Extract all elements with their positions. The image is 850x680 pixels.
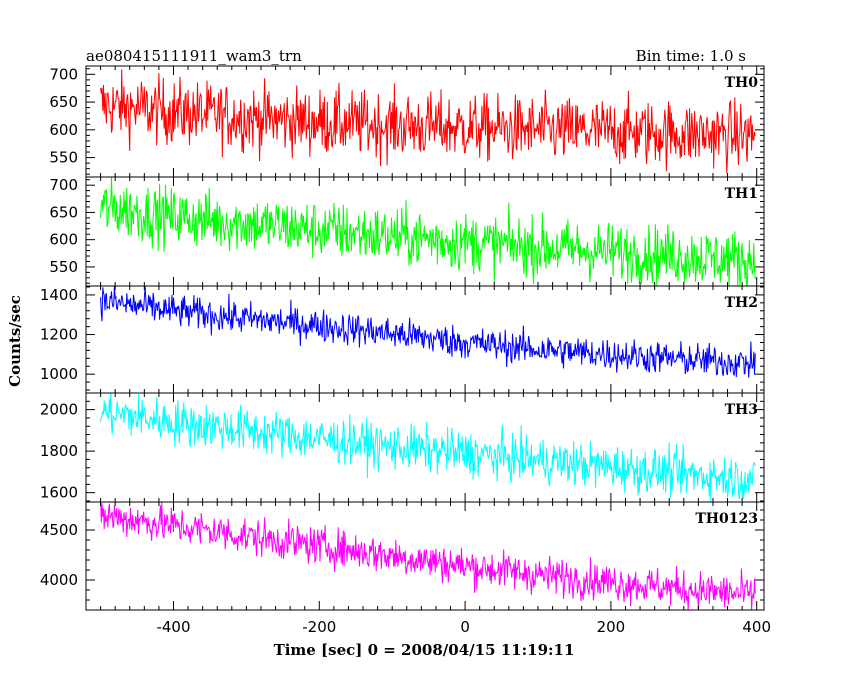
panel-label-th2: TH2 bbox=[725, 295, 758, 311]
y-tick-label: 1000 bbox=[40, 365, 78, 383]
panel-label-th0: TH0 bbox=[725, 75, 759, 91]
y-tick-label: 4500 bbox=[40, 521, 78, 539]
series-line-th0 bbox=[100, 69, 756, 174]
panel-th0123: 4000 4500 TH0123 bbox=[40, 501, 765, 611]
y-tick-label: 650 bbox=[49, 93, 78, 111]
y-axis-title: Counts/sec bbox=[6, 295, 24, 387]
x-tick-label: 200 bbox=[597, 618, 626, 636]
y-tick-label: 550 bbox=[49, 149, 78, 167]
panel-frame bbox=[85, 392, 765, 503]
panel-label-th0123: TH0123 bbox=[695, 511, 758, 527]
x-tick-label: 0 bbox=[460, 618, 470, 636]
x-axis-title: Time [sec] 0 = 2008/04/15 11:19:11 bbox=[274, 641, 575, 659]
series-line-th1 bbox=[100, 177, 756, 286]
y-tick-label: 1400 bbox=[40, 286, 78, 304]
panel-frame bbox=[85, 65, 765, 178]
panel-th2: 1000 1200 1400 TH2 bbox=[40, 285, 765, 394]
y-tick-label: 600 bbox=[49, 231, 78, 249]
panel-th3: 1600 1800 2000 TH3 bbox=[40, 392, 765, 503]
panel-th1: 550 600 650 700 TH1 bbox=[49, 176, 765, 287]
y-tick-label: 4000 bbox=[40, 571, 78, 589]
series-line-th3 bbox=[100, 393, 756, 502]
panel-th0: 550 600 650 700 TH0 bbox=[49, 65, 765, 178]
panel-label-th1: TH1 bbox=[725, 186, 758, 202]
y-tick-label: 1600 bbox=[40, 484, 78, 502]
panel-label-th3: TH3 bbox=[725, 402, 758, 418]
panel-frame bbox=[85, 285, 765, 394]
chart-title: ae080415111911_wam3_trn bbox=[86, 47, 302, 65]
bin-time-label: Bin time: 1.0 s bbox=[636, 47, 746, 65]
y-tick-label: 2000 bbox=[40, 401, 78, 419]
y-tick-label: 650 bbox=[49, 203, 78, 221]
y-tick-label: 1200 bbox=[40, 326, 78, 344]
y-tick-label: 700 bbox=[49, 65, 78, 83]
x-tick-label: 400 bbox=[742, 618, 771, 636]
panels: 550 600 650 700 TH0 550 600 650 700 TH1 1000 1200 14… bbox=[40, 65, 771, 636]
x-tick-label: -200 bbox=[302, 618, 336, 636]
x-axis: -400 -200 0 200 400 bbox=[156, 618, 771, 636]
y-tick-label: 600 bbox=[49, 121, 78, 139]
series-line-th0123 bbox=[100, 502, 756, 610]
series-line-th2 bbox=[100, 286, 756, 378]
panel-frame bbox=[85, 501, 765, 611]
y-tick-label: 700 bbox=[49, 176, 78, 194]
y-tick-label: 550 bbox=[49, 258, 78, 276]
y-tick-label: 1800 bbox=[40, 442, 78, 460]
x-tick-label: -400 bbox=[156, 618, 190, 636]
